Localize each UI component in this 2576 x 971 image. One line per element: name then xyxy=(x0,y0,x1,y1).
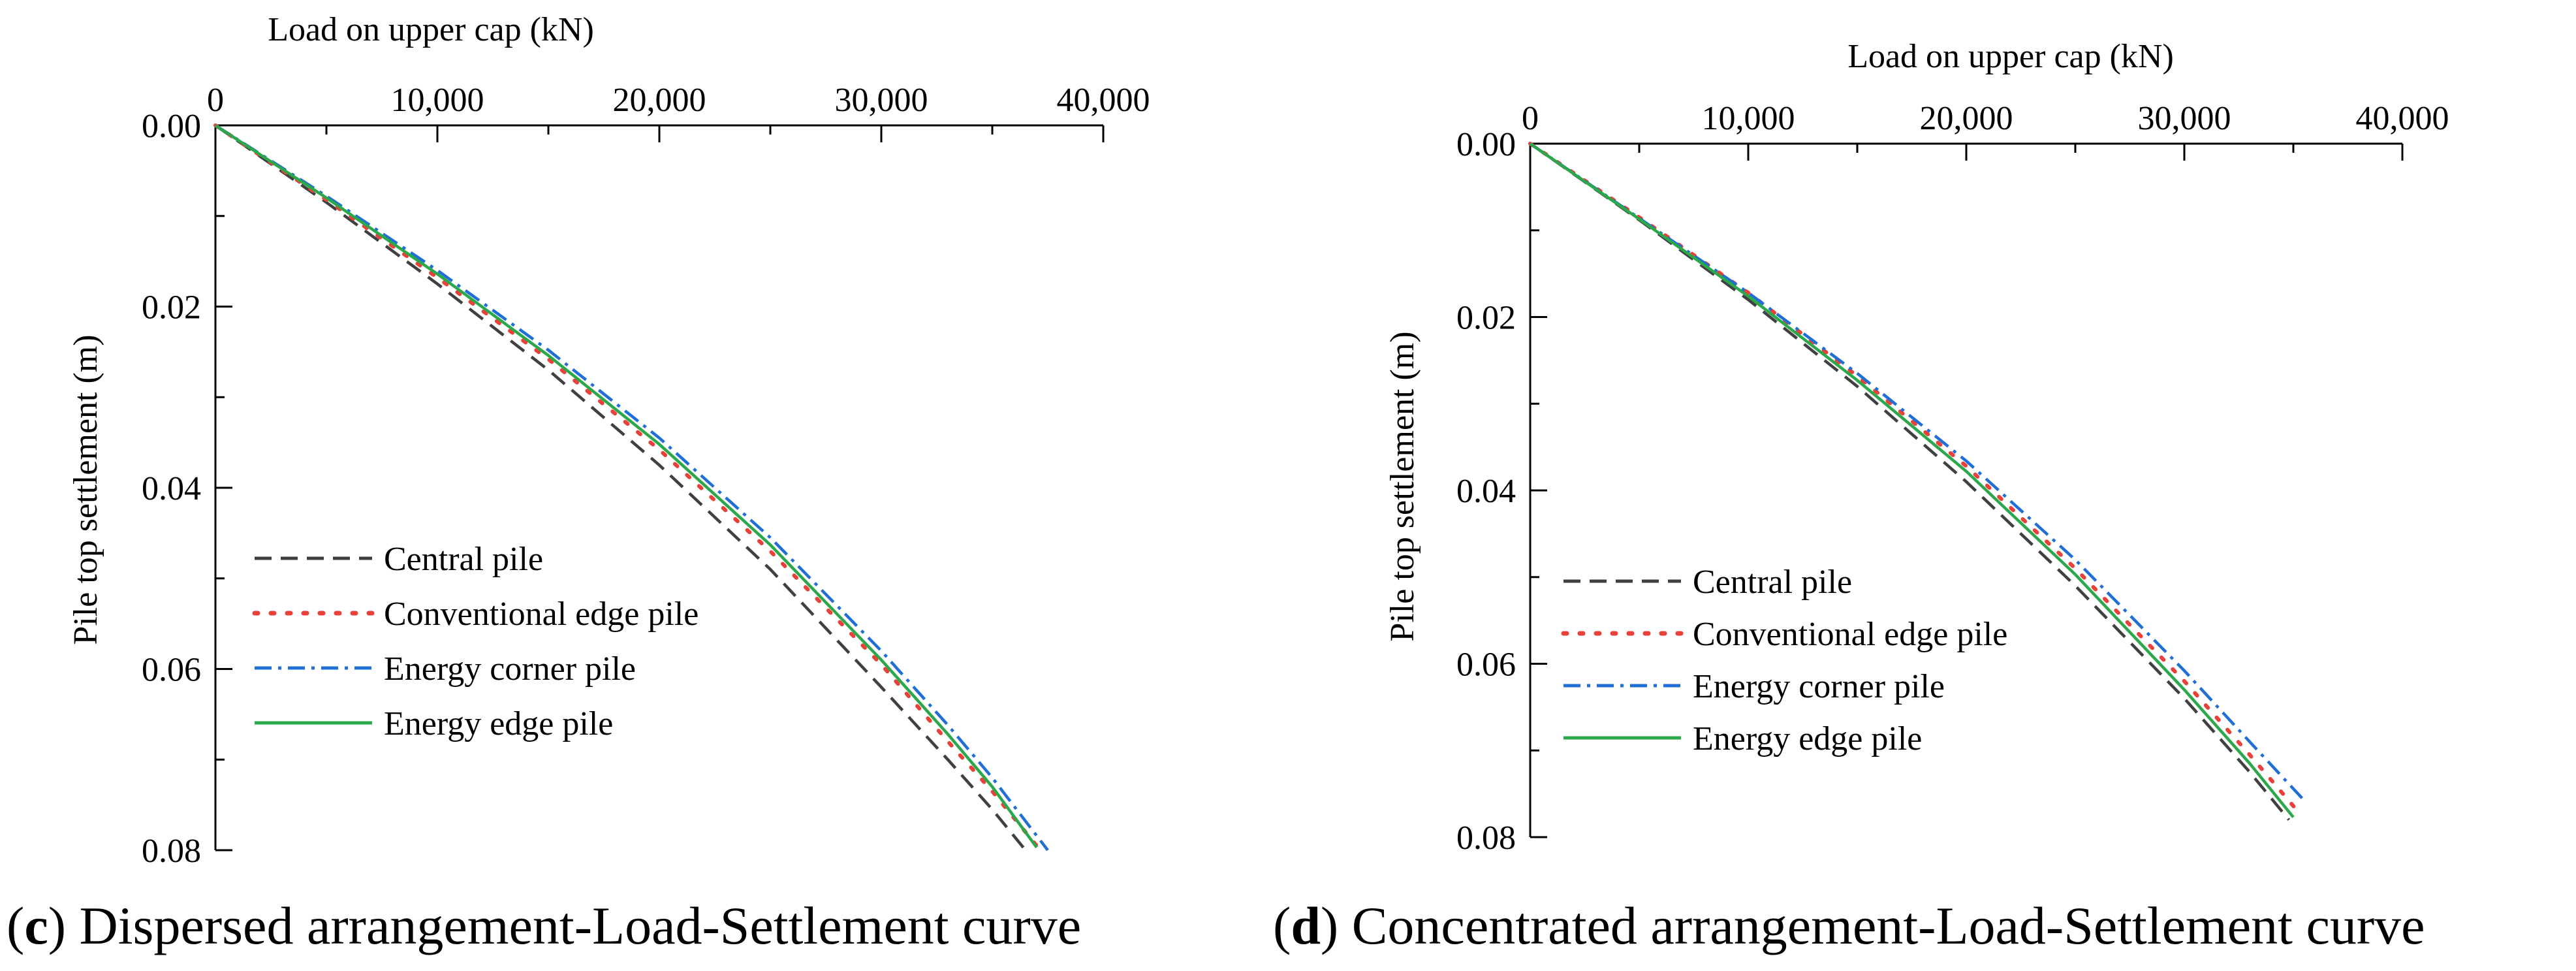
panel-caption-close: ) xyxy=(48,896,80,955)
legend: Central pile Conventional edge pile Energy… xyxy=(1561,564,2007,757)
plot-area xyxy=(1528,142,2304,821)
panel-caption-open: ( xyxy=(1273,896,1291,955)
legend-label: Central pile xyxy=(1693,564,1852,601)
x-tick-label: 20,000 xyxy=(613,82,706,119)
x-tick-label: 40,000 xyxy=(1057,82,1150,119)
panel-caption-text: Dispersed arrangement-Load-Settlement cu… xyxy=(80,896,1082,955)
plot-area xyxy=(213,123,1049,852)
legend-label: Central pile xyxy=(384,541,543,578)
series-line-central-pile xyxy=(214,124,1027,852)
y-tick-label: 0.06 xyxy=(142,652,201,689)
x-axis-title: Load on upper cap (kN) xyxy=(268,11,594,48)
legend-label: Energy edge pile xyxy=(1693,720,1922,757)
x-tick-label: 40,000 xyxy=(2356,100,2449,137)
x-tick-label: 10,000 xyxy=(391,82,484,119)
y-tick-label: 0.04 xyxy=(1456,473,1516,510)
y-tick-label: 0.02 xyxy=(142,289,201,326)
panel-label: c xyxy=(24,896,48,955)
x-tick-label: 0 xyxy=(207,82,224,119)
y-tick-label: 0.08 xyxy=(142,833,201,870)
panel-caption-close: ) xyxy=(1321,896,1352,955)
axes xyxy=(214,124,1103,850)
y-axis-title: Pile top settlement (m) xyxy=(1384,331,1421,641)
series-line-energy-edge-pile xyxy=(214,124,1038,849)
series-line-energy-edge-pile xyxy=(1529,142,2295,818)
legend-label: Energy corner pile xyxy=(1693,668,1945,705)
panel-caption: (c) Dispersed arrangement-Load-Settlemen… xyxy=(7,896,1081,955)
axes xyxy=(1529,142,2402,837)
x-tick-label: 0 xyxy=(1522,100,1539,137)
y-tick-label: 0.00 xyxy=(142,108,201,145)
x-tick-label: 30,000 xyxy=(2138,100,2231,137)
y-axis-title: Pile top settlement (m) xyxy=(67,334,104,645)
legend-label: Energy edge pile xyxy=(384,705,613,742)
ticks: 0 10,000 20,000 30,000 40,000 0.00 0.02 0.04 0.0… xyxy=(1456,100,2449,857)
legend-label: Conventional edge pile xyxy=(384,596,699,633)
x-tick-label: 20,000 xyxy=(1920,100,2013,137)
legend: Central pile Conventional edge pile Energy… xyxy=(252,541,699,742)
panel-caption: (d) Concentrated arrangement-Load-Settle… xyxy=(1273,896,2425,955)
legend-label: Energy corner pile xyxy=(384,650,636,688)
y-tick-label: 0.00 xyxy=(1456,126,1516,163)
series-line-energy-corner-pile xyxy=(214,124,1049,852)
series-line-conventional-edge-pile xyxy=(213,123,1039,848)
panel-label: d xyxy=(1291,896,1321,955)
series-line-conventional-edge-pile xyxy=(1528,142,2300,814)
panel-caption-text: Concentrated arrangement-Load-Settlement… xyxy=(1352,896,2425,955)
x-tick-label: 30,000 xyxy=(835,82,928,119)
x-axis-title: Load on upper cap (kN) xyxy=(1847,38,2174,75)
y-tick-label: 0.04 xyxy=(142,470,201,507)
series-line-central-pile xyxy=(1529,142,2291,821)
y-tick-label: 0.06 xyxy=(1456,646,1516,684)
y-tick-label: 0.08 xyxy=(1456,820,1516,857)
y-tick-label: 0.02 xyxy=(1456,300,1516,337)
x-tick-label: 10,000 xyxy=(1702,100,1795,137)
chart-panel-c: Load on upper cap (kN) Pile top settleme… xyxy=(7,11,1150,955)
ticks: 0 10,000 20,000 30,000 40,000 0.00 0.02 0.04 0.0… xyxy=(142,82,1150,870)
chart-panel-d: Load on upper cap (kN) Pile top settleme… xyxy=(1273,38,2449,955)
panel-caption-open: ( xyxy=(7,896,24,955)
legend-label: Conventional edge pile xyxy=(1693,616,2007,653)
